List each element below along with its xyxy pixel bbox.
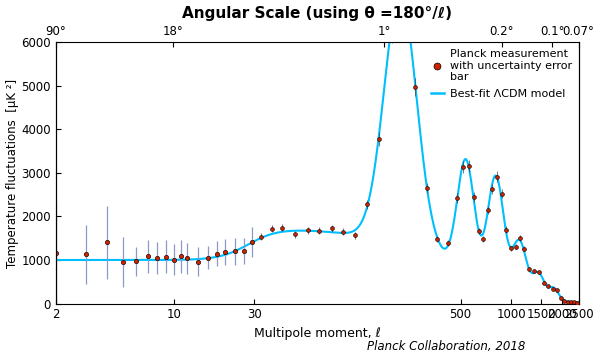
Text: Planck Collaboration, 2018: Planck Collaboration, 2018 — [367, 340, 525, 353]
Legend: Planck measurement
with uncertainty error
bar, Best-fit ΛCDM model: Planck measurement with uncertainty erro… — [427, 44, 576, 103]
Title: Angular Scale (using θ =180°/ℓ): Angular Scale (using θ =180°/ℓ) — [182, 5, 452, 21]
Y-axis label: Temperature fluctuations  [μK ²]: Temperature fluctuations [μK ²] — [5, 78, 19, 268]
X-axis label: Multipole moment, ℓ: Multipole moment, ℓ — [254, 327, 380, 340]
